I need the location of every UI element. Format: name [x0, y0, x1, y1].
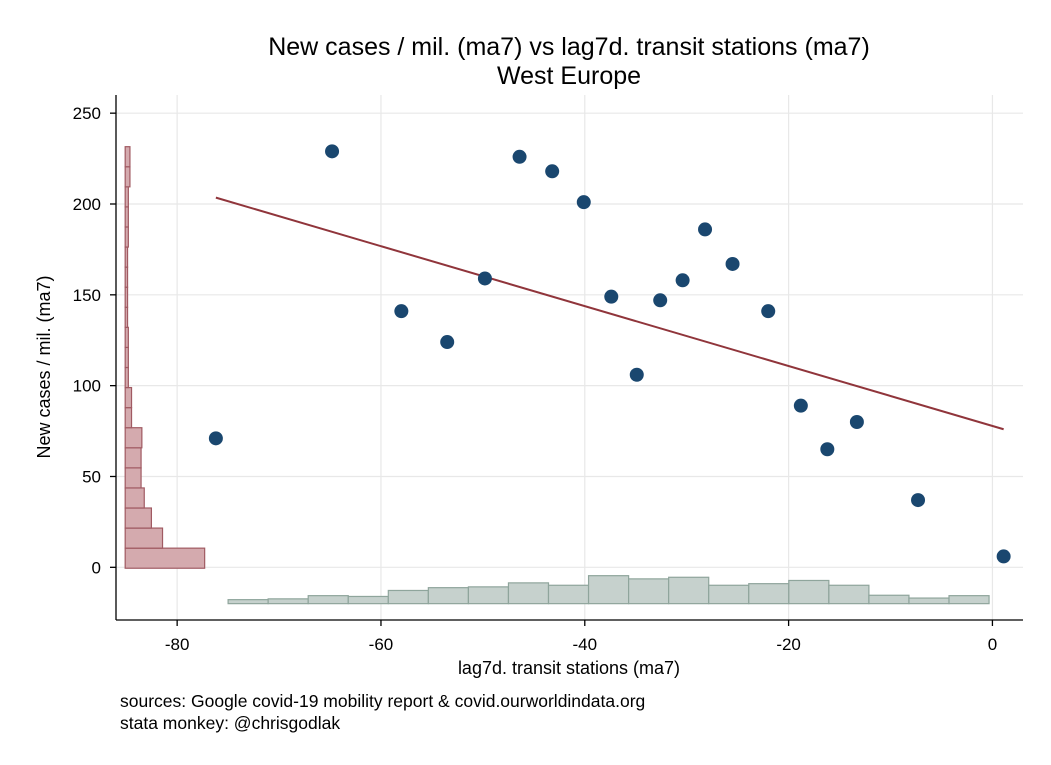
- tick-labels: 0 50 100 150 200 250 -80 -60 -40 -20 0: [73, 104, 998, 654]
- data-point: [545, 164, 560, 179]
- x-hist-bar: [467, 586, 510, 605]
- x-axis-label: lag7d. transit stations (ma7): [458, 658, 680, 678]
- y-marginal-histogram: [124, 146, 206, 569]
- y-hist-bar: [124, 186, 129, 208]
- x-marginal-histogram: [227, 575, 990, 605]
- y-hist-bar: [124, 507, 153, 529]
- y-hist-bar: [124, 306, 129, 328]
- y-hist-bar: [124, 407, 133, 429]
- y-hist-bar: [124, 206, 129, 228]
- y-hist-bar: [124, 427, 143, 449]
- y-tick-label: 50: [82, 467, 101, 486]
- x-tick-label: -80: [165, 635, 190, 654]
- data-point: [698, 222, 713, 237]
- y-hist-bar: [124, 286, 129, 308]
- data-point: [394, 304, 409, 319]
- source-note: sources: Google covid-19 mobility report…: [120, 691, 645, 711]
- y-hist-bar: [124, 447, 142, 469]
- data-point: [761, 304, 776, 319]
- scatter-points: [208, 144, 1011, 564]
- x-hist-bar: [708, 584, 750, 605]
- x-hist-bar: [507, 582, 550, 605]
- data-point: [675, 273, 690, 288]
- y-hist-bar: [124, 226, 129, 248]
- y-hist-bar: [124, 547, 206, 569]
- x-hist-bar: [347, 595, 389, 605]
- data-point: [576, 195, 591, 210]
- y-tick-label: 200: [73, 195, 101, 214]
- x-hist-bar: [788, 579, 830, 605]
- data-point: [629, 367, 644, 382]
- data-point: [604, 289, 619, 304]
- x-hist-bar: [748, 583, 790, 605]
- y-hist-bar: [124, 246, 129, 268]
- grid-lines: [116, 95, 1023, 620]
- x-tick-label: -40: [572, 635, 597, 654]
- credit-note: stata monkey: @chrisgodlak: [120, 713, 340, 733]
- data-point: [653, 293, 668, 308]
- y-hist-bar: [124, 346, 129, 369]
- y-hist-bar: [124, 326, 129, 349]
- chart-title: New cases / mil. (ma7) vs lag7d. transit…: [268, 33, 870, 61]
- y-hist-bar: [124, 266, 129, 288]
- x-tick-label: -60: [369, 635, 394, 654]
- data-point: [440, 335, 455, 350]
- y-tick-label: 0: [92, 558, 101, 577]
- x-hist-bar: [908, 597, 950, 605]
- x-tick-label: -20: [776, 635, 801, 654]
- x-hist-bar: [227, 599, 269, 605]
- x-hist-bar: [828, 584, 870, 605]
- x-hist-bar: [307, 595, 349, 605]
- y-tick-label: 250: [73, 104, 101, 123]
- axes: [110, 95, 1023, 626]
- y-hist-bar: [124, 467, 142, 489]
- data-point: [725, 256, 740, 271]
- fit-line-layer: [215, 196, 1004, 431]
- data-point: [208, 431, 223, 446]
- x-hist-bar: [668, 576, 710, 605]
- y-hist-bar: [124, 166, 131, 188]
- data-point: [911, 493, 926, 508]
- x-hist-bar: [427, 587, 470, 605]
- x-hist-bar: [628, 578, 670, 605]
- data-point: [820, 442, 835, 457]
- data-point: [996, 549, 1011, 564]
- y-axis-label: New cases / mil. (ma7): [34, 275, 54, 458]
- x-hist-bar: [387, 589, 429, 605]
- fit-line: [215, 196, 1004, 431]
- y-hist-bar: [124, 146, 131, 168]
- data-point: [849, 414, 864, 429]
- data-point: [793, 398, 808, 413]
- x-hist-bar: [547, 584, 590, 605]
- chart-subtitle: West Europe: [497, 62, 641, 90]
- data-point: [512, 149, 527, 164]
- x-hist-bar: [868, 594, 910, 605]
- y-tick-label: 150: [73, 286, 101, 305]
- data-point: [325, 144, 340, 159]
- y-hist-bar: [124, 366, 129, 389]
- x-hist-bar: [267, 598, 309, 605]
- x-hist-bar: [948, 595, 990, 605]
- data-point: [477, 271, 492, 286]
- x-hist-bar: [587, 575, 630, 605]
- y-hist-bar: [124, 386, 133, 409]
- y-hist-bar: [124, 527, 164, 549]
- x-tick-label: 0: [988, 635, 997, 654]
- y-hist-bar: [124, 487, 145, 509]
- y-tick-label: 100: [73, 377, 101, 396]
